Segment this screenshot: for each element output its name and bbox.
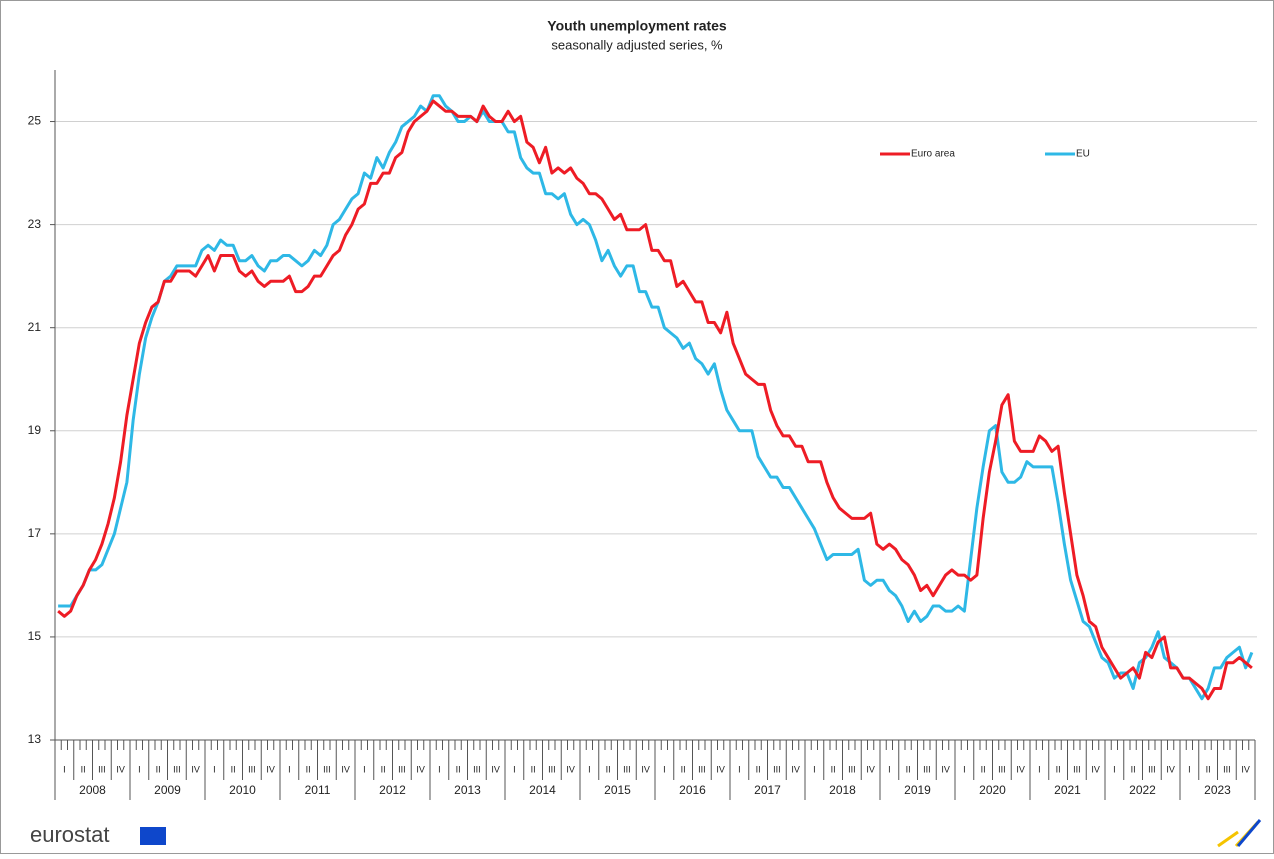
y-tick-label: 19 <box>28 423 42 437</box>
quarter-label: III <box>473 764 481 774</box>
year-label: 2022 <box>1129 783 1156 797</box>
quarter-label: I <box>63 764 66 774</box>
quarter-label: IV <box>1166 764 1175 774</box>
quarter-label: III <box>248 764 256 774</box>
quarter-label: III <box>98 764 106 774</box>
quarter-label: III <box>1073 764 1081 774</box>
year-label: 2008 <box>79 783 106 797</box>
quarter-label: I <box>1113 764 1116 774</box>
quarter-label: IV <box>566 764 575 774</box>
quarter-label: I <box>888 764 891 774</box>
quarter-label: III <box>548 764 556 774</box>
chart-subtitle: seasonally adjusted series, % <box>551 37 723 52</box>
quarter-label: IV <box>191 764 200 774</box>
year-label: 2019 <box>904 783 931 797</box>
quarter-label: II <box>606 764 611 774</box>
legend-label: Euro area <box>911 149 955 160</box>
quarter-label: IV <box>416 764 425 774</box>
quarter-label: II <box>1131 764 1136 774</box>
y-tick-label: 21 <box>28 320 42 334</box>
quarter-label: I <box>438 764 441 774</box>
quarter-label: II <box>1206 764 1211 774</box>
y-tick-label: 13 <box>28 732 42 746</box>
quarter-label: II <box>531 764 536 774</box>
quarter-label: I <box>738 764 741 774</box>
quarter-label: III <box>923 764 931 774</box>
y-tick-label: 25 <box>28 114 42 128</box>
y-tick-label: 23 <box>28 217 42 231</box>
quarter-label: IV <box>1091 764 1100 774</box>
quarter-label: II <box>381 764 386 774</box>
quarter-label: I <box>588 764 591 774</box>
quarter-label: II <box>681 764 686 774</box>
quarter-label: IV <box>791 764 800 774</box>
quarter-label: IV <box>1241 764 1250 774</box>
quarter-label: III <box>398 764 406 774</box>
eu-flag <box>140 827 166 845</box>
quarter-label: I <box>513 764 516 774</box>
quarter-label: IV <box>341 764 350 774</box>
year-label: 2017 <box>754 783 781 797</box>
logo-mark <box>1236 819 1262 847</box>
quarter-label: II <box>231 764 236 774</box>
quarter-label: III <box>773 764 781 774</box>
quarter-label: IV <box>641 764 650 774</box>
quarter-label: IV <box>491 764 500 774</box>
quarter-label: IV <box>866 764 875 774</box>
logo-text: eurostat <box>30 822 110 847</box>
year-label: 2015 <box>604 783 631 797</box>
year-label: 2023 <box>1204 783 1231 797</box>
quarter-label: II <box>831 764 836 774</box>
quarter-label: IV <box>1016 764 1025 774</box>
quarter-label: III <box>1223 764 1231 774</box>
quarter-label: I <box>213 764 216 774</box>
year-label: 2013 <box>454 783 481 797</box>
quarter-label: III <box>323 764 331 774</box>
legend-label: EU <box>1076 149 1090 160</box>
quarter-label: III <box>698 764 706 774</box>
year-label: 2021 <box>1054 783 1081 797</box>
quarter-label: II <box>81 764 86 774</box>
chart-title: Youth unemployment rates <box>547 18 727 34</box>
quarter-label: I <box>363 764 366 774</box>
quarter-label: II <box>906 764 911 774</box>
series-line <box>57 99 1253 701</box>
quarter-label: II <box>456 764 461 774</box>
quarter-label: II <box>306 764 311 774</box>
y-tick-label: 15 <box>28 629 42 643</box>
quarter-label: III <box>623 764 631 774</box>
quarter-label: I <box>813 764 816 774</box>
quarter-label: I <box>288 764 291 774</box>
quarter-label: II <box>156 764 161 774</box>
quarter-label: III <box>173 764 181 774</box>
year-label: 2012 <box>379 783 406 797</box>
year-label: 2020 <box>979 783 1006 797</box>
quarter-label: II <box>981 764 986 774</box>
quarter-label: II <box>1056 764 1061 774</box>
quarter-label: I <box>138 764 141 774</box>
year-label: 2016 <box>679 783 706 797</box>
quarter-label: I <box>1188 764 1191 774</box>
quarter-label: IV <box>941 764 950 774</box>
quarter-label: III <box>998 764 1006 774</box>
quarter-label: I <box>1038 764 1041 774</box>
series-line <box>58 94 1254 701</box>
quarter-label: III <box>848 764 856 774</box>
year-label: 2014 <box>529 783 556 797</box>
quarter-label: III <box>1148 764 1156 774</box>
quarter-label: IV <box>266 764 275 774</box>
quarter-label: I <box>663 764 666 774</box>
quarter-label: I <box>963 764 966 774</box>
year-label: 2018 <box>829 783 856 797</box>
year-label: 2011 <box>305 783 331 797</box>
year-label: 2009 <box>154 783 181 797</box>
quarter-label: IV <box>116 764 125 774</box>
y-tick-label: 17 <box>28 526 42 540</box>
quarter-label: II <box>756 764 761 774</box>
quarter-label: IV <box>716 764 725 774</box>
year-label: 2010 <box>229 783 256 797</box>
